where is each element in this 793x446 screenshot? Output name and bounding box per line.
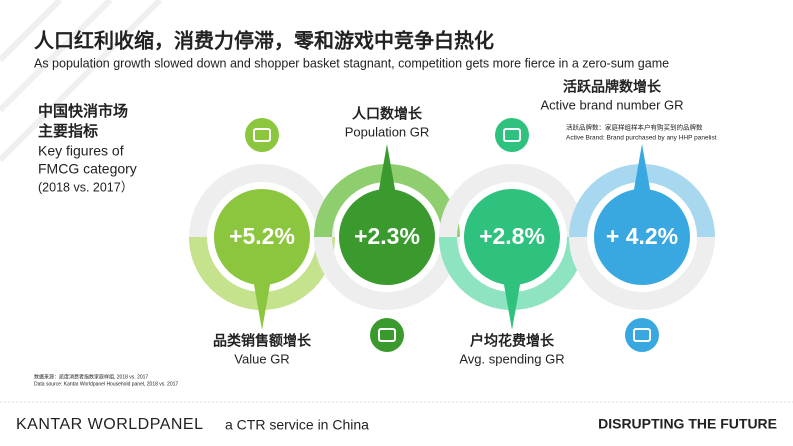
metric-label: 人口数增长 <box>352 106 423 122</box>
intro-text: (2018 vs. 2017） <box>38 180 133 194</box>
decor-stripes <box>0 0 163 163</box>
icon <box>370 318 404 352</box>
value-circle <box>339 189 435 285</box>
metric-value: +2.8% <box>479 223 545 249</box>
pointer <box>633 144 651 195</box>
metric-label: 品类销售额增长 <box>213 333 312 349</box>
metric-label-en: Avg. spending GR <box>459 351 564 366</box>
pointer <box>378 144 396 195</box>
metric-label: 活跃品牌数增长 <box>563 79 662 95</box>
value-circle <box>214 189 310 285</box>
value-circle <box>594 189 690 285</box>
intro-text: Key figures of <box>38 143 124 159</box>
intro-title: 主要指标 <box>38 122 98 140</box>
icon-glyph <box>633 328 651 342</box>
source: Data source: Kantar Worldpanel Household… <box>34 381 178 387</box>
slogan: DISRUPTING THE FUTURE <box>598 416 777 432</box>
metric-value: +5.2% <box>229 223 295 249</box>
source: 数据来源：凯度消费者指数家庭样组, 2018 vs. 2017 <box>34 373 148 380</box>
icon <box>245 118 279 152</box>
metric-value: +2.3% <box>354 223 420 249</box>
pointer <box>503 279 521 330</box>
metric-value: + 4.2% <box>606 223 678 249</box>
intro-title: 中国快消市场 <box>38 102 128 120</box>
note: 活跃品牌数：家庭样组样本户有购买到的品牌数 <box>566 123 703 132</box>
metric-label: 户均花费增长 <box>470 333 555 349</box>
icon-glyph <box>253 128 271 142</box>
brand: KANTAR WORLDPANEL <box>16 416 204 433</box>
metric-label-en: Value GR <box>234 351 289 366</box>
icon <box>495 118 529 152</box>
intro-text: FMCG category <box>38 161 137 177</box>
subtitle: As population growth slowed down and sho… <box>34 56 669 70</box>
metric-rings: +5.2% 品类销售额增长 Value GR +2.3% 人口数增长 Population… <box>189 79 715 366</box>
icon-glyph <box>503 128 521 142</box>
icon <box>625 318 659 352</box>
metric-label-en: Active brand number GR <box>540 97 683 112</box>
tagline: a CTR service in China <box>225 417 369 433</box>
title: 人口红利收缩，消费力停滞，零和游戏中竞争白热化 <box>34 28 494 52</box>
icon-glyph <box>378 328 396 342</box>
note: Active Brand: Brand purchased by any HHP… <box>566 135 717 142</box>
pointer <box>253 279 271 330</box>
metric-label-en: Population GR <box>345 124 430 139</box>
value-circle <box>464 189 560 285</box>
